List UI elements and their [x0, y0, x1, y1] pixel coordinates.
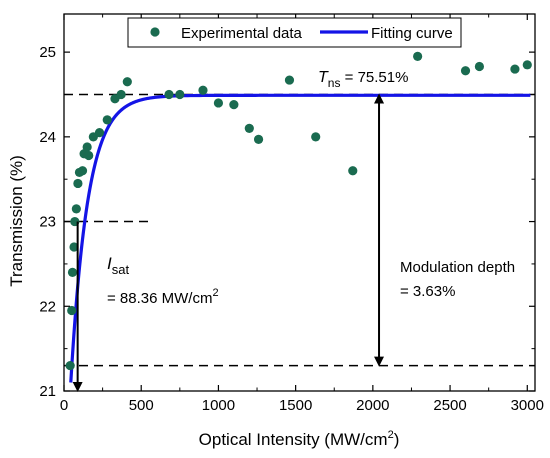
annotation-depth-label: Modulation depth	[400, 259, 515, 276]
data-point	[198, 85, 208, 95]
reference-lines	[64, 93, 535, 367]
data-point	[213, 98, 224, 108]
x-tick-label: 1500	[279, 397, 312, 414]
data-point	[102, 115, 112, 125]
y-tick-label: 25	[39, 44, 56, 61]
legend-box	[127, 17, 462, 48]
data-point	[460, 66, 471, 76]
data-point	[522, 60, 532, 70]
scatter-points	[65, 51, 532, 371]
annotation-isat-value: = 88.36 MW/cm2	[107, 287, 219, 307]
fit-layer	[69, 93, 531, 383]
x-axis: 0 500 1000 1500 2000 2500 3000	[60, 14, 544, 414]
data-point	[84, 150, 94, 161]
y-tick-label: 21	[39, 383, 56, 400]
data-point	[67, 267, 78, 277]
data-point	[65, 360, 75, 371]
x-tick-label: 3000	[511, 397, 544, 414]
data-point	[413, 51, 423, 61]
annotation-depth-value: = 3.63%	[400, 283, 455, 300]
data-point	[229, 100, 239, 110]
x-tick-label: 2500	[433, 397, 466, 414]
legend-label-experimental: Experimental data	[181, 25, 303, 42]
y-tick-label: 24	[39, 129, 56, 146]
x-axis-title: Optical Intensity (MW/cm2)	[199, 429, 400, 449]
x-tick-label: 500	[129, 397, 154, 414]
data-point	[164, 89, 174, 100]
data-point	[474, 61, 485, 72]
legend-label-fit: Fitting curve	[371, 25, 453, 42]
arrows	[72, 93, 385, 392]
legend: Experimental data Fitting curve	[127, 17, 462, 48]
data-point	[253, 134, 264, 144]
data-point	[311, 132, 321, 142]
data-point	[73, 178, 83, 189]
data-point	[69, 242, 79, 252]
data-point	[348, 166, 358, 176]
plot-frame	[63, 13, 536, 392]
x-tick-label: 2000	[356, 397, 389, 414]
data-point	[244, 123, 254, 133]
legend-marker-experimental	[150, 27, 160, 37]
x-tick-label: 1000	[202, 397, 235, 414]
data-point	[122, 77, 132, 87]
annotation-tns: Tns = 75.51%	[318, 69, 408, 90]
data-point	[116, 89, 126, 100]
fitting-curve	[69, 93, 531, 383]
data-point	[510, 64, 520, 74]
y-axis: 21 22 23 24 25	[39, 44, 535, 400]
data-point	[71, 204, 81, 214]
data-point	[67, 305, 77, 316]
data-point	[94, 128, 105, 138]
data-point	[82, 142, 92, 152]
data-point	[77, 166, 88, 176]
y-axis-title: Transmission (%)	[7, 155, 26, 287]
data-point	[175, 89, 185, 100]
annotation-isat-label: Isat	[107, 254, 129, 277]
y-tick-label: 22	[39, 298, 56, 315]
data-point	[284, 75, 295, 85]
x-tick-label: 0	[60, 397, 68, 414]
y-tick-label: 23	[39, 214, 56, 231]
